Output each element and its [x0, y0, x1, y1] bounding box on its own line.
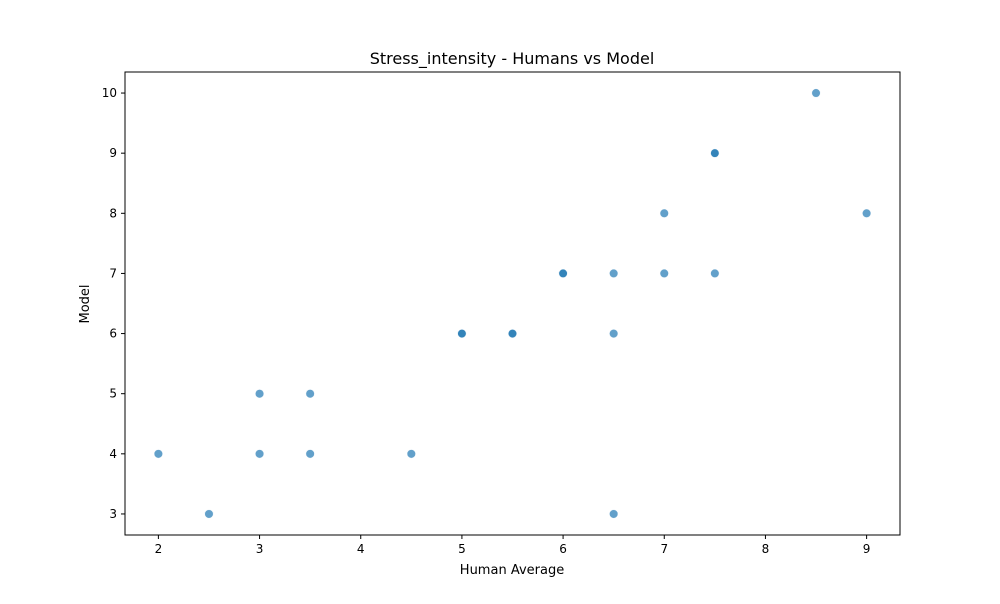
data-point: [305, 389, 315, 399]
x-axis-label: Human Average: [460, 563, 564, 578]
data-point: [204, 509, 214, 519]
y-tick-label: 3: [109, 507, 117, 521]
data-point: [305, 449, 315, 459]
chart-title: Stress_intensity - Humans vs Model: [370, 49, 655, 69]
data-point: [507, 328, 518, 339]
x-tick-label: 5: [458, 542, 466, 556]
data-point: [659, 268, 669, 279]
x-tick-label: 8: [762, 542, 770, 556]
data-points: [153, 88, 872, 519]
y-tick-label: 10: [102, 86, 117, 100]
y-tick-label: 4: [109, 447, 117, 461]
data-point: [710, 148, 720, 158]
x-axis-ticks: 2 3 4 5 6 7 8 9: [155, 535, 871, 556]
y-tick-label: 7: [109, 266, 117, 280]
data-point: [811, 88, 821, 98]
data-point: [153, 449, 163, 459]
y-tick-label: 5: [109, 387, 117, 401]
data-point: [254, 389, 265, 399]
data-point: [609, 268, 619, 279]
data-point: [609, 509, 619, 519]
data-point: [609, 328, 619, 339]
x-tick-label: 6: [559, 542, 567, 556]
x-tick-label: 2: [155, 542, 163, 556]
data-point: [710, 268, 720, 279]
data-point: [457, 328, 467, 339]
data-point: [406, 449, 416, 459]
data-point: [254, 449, 265, 459]
x-tick-label: 7: [660, 542, 668, 556]
x-tick-label: 9: [863, 542, 871, 556]
plot-area-frame: [124, 71, 901, 536]
y-tick-label: 9: [109, 146, 117, 160]
y-tick-label: 6: [109, 327, 117, 341]
data-point: [558, 268, 568, 279]
y-tick-label: 8: [109, 206, 117, 220]
y-axis-label: Model: [78, 284, 93, 323]
data-point: [862, 208, 872, 218]
data-point: [659, 208, 669, 218]
x-tick-label: 4: [357, 542, 365, 556]
x-tick-label: 3: [256, 542, 264, 556]
y-axis-ticks: 3 4 5 6 7 8 9 10: [102, 86, 125, 521]
